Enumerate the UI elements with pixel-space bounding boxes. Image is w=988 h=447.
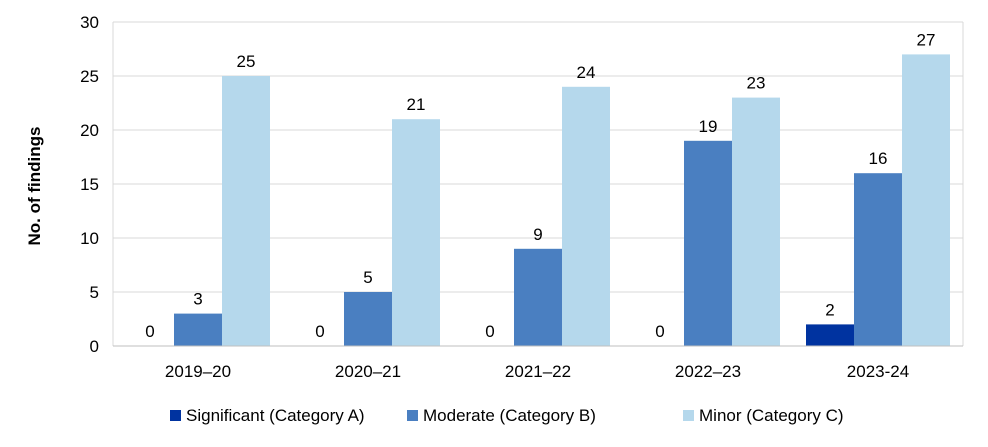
legend-swatch xyxy=(407,410,418,421)
data-label: 0 xyxy=(145,322,154,341)
bar xyxy=(174,313,222,346)
x-tick-label: 2020–21 xyxy=(335,362,401,381)
data-label: 16 xyxy=(869,149,888,168)
bar xyxy=(344,292,392,346)
legend-label: Minor (Category C) xyxy=(699,406,844,425)
y-tick-label: 15 xyxy=(80,175,99,194)
x-axis-ticks: 2019–20 2020–21 2021–22 2022–23 2023-24 xyxy=(165,362,909,381)
legend: Significant (Category A) Moderate (Catego… xyxy=(170,406,844,425)
data-labels: 0 3 25 0 5 21 0 9 24 0 19 23 2 16 27 xyxy=(145,30,935,341)
y-tick-label: 10 xyxy=(80,229,99,248)
data-label: 27 xyxy=(917,30,936,49)
y-axis-title: No. of findings xyxy=(25,127,44,246)
legend-swatch xyxy=(683,410,694,421)
legend-label: Significant (Category A) xyxy=(186,406,365,425)
data-label: 2 xyxy=(825,300,834,319)
data-label: 0 xyxy=(485,322,494,341)
y-tick-label: 0 xyxy=(90,337,99,356)
data-label: 0 xyxy=(655,322,664,341)
bar xyxy=(222,76,270,346)
bar xyxy=(732,97,780,346)
data-label: 3 xyxy=(193,290,202,309)
data-label: 24 xyxy=(577,63,596,82)
data-label: 19 xyxy=(699,117,718,136)
bar xyxy=(392,119,440,346)
bar xyxy=(806,324,854,346)
x-tick-label: 2022–23 xyxy=(675,362,741,381)
data-label: 0 xyxy=(315,322,324,341)
bar xyxy=(854,173,902,346)
x-tick-label: 2019–20 xyxy=(165,362,231,381)
x-tick-label: 2023-24 xyxy=(847,362,909,381)
y-tick-label: 30 xyxy=(80,13,99,32)
data-label: 5 xyxy=(363,268,372,287)
y-axis-ticks: 0 5 10 15 20 25 30 xyxy=(80,13,99,356)
y-tick-label: 25 xyxy=(80,67,99,86)
data-label: 21 xyxy=(407,95,426,114)
y-tick-label: 20 xyxy=(80,121,99,140)
legend-swatch xyxy=(170,410,181,421)
data-label: 23 xyxy=(747,74,766,93)
legend-label: Moderate (Category B) xyxy=(423,406,596,425)
data-label: 25 xyxy=(237,52,256,71)
x-tick-label: 2021–22 xyxy=(505,362,571,381)
y-tick-label: 5 xyxy=(90,283,99,302)
bar xyxy=(514,248,562,346)
bar xyxy=(562,86,610,347)
data-label: 9 xyxy=(533,225,542,244)
bar xyxy=(684,140,732,346)
bars xyxy=(174,54,950,347)
bar xyxy=(902,54,950,347)
